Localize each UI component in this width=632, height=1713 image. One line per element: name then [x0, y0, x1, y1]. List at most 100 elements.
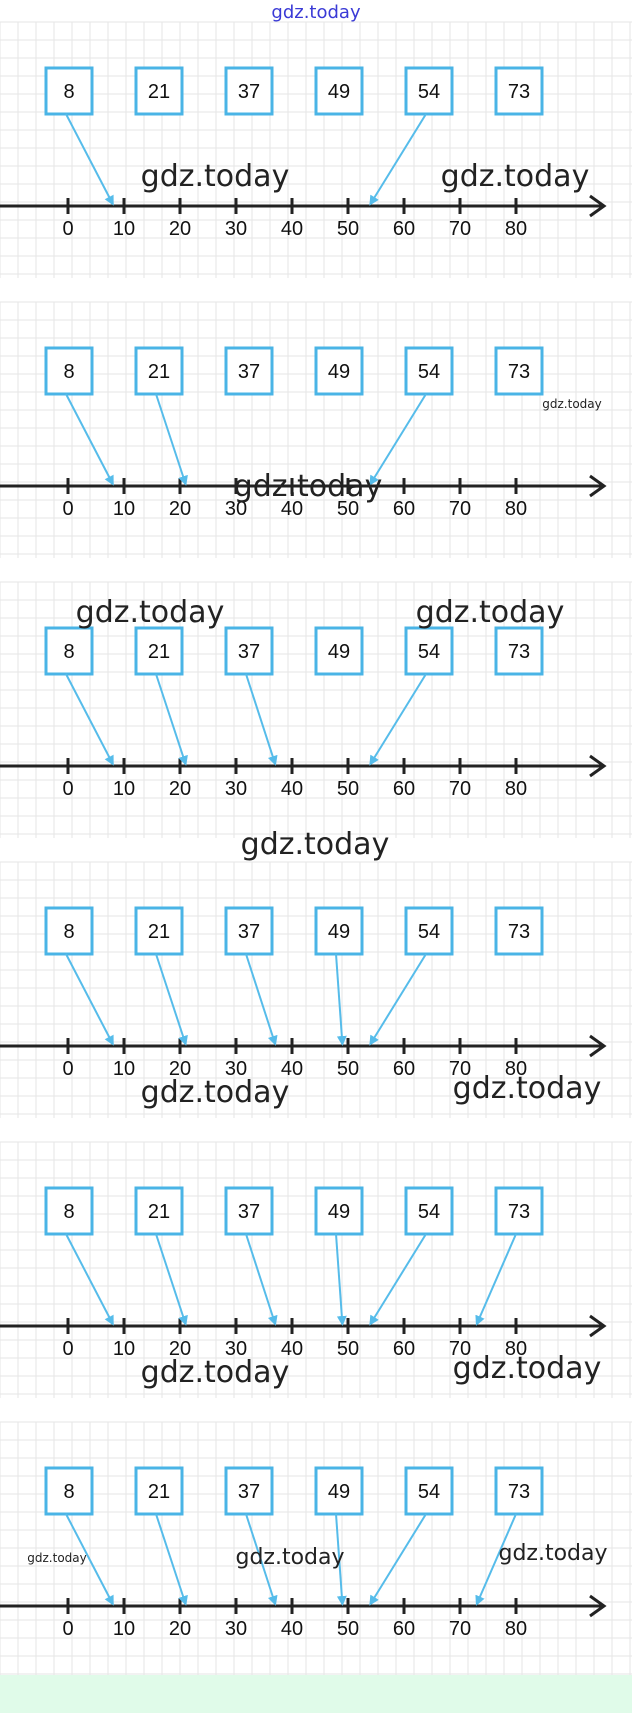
watermark-text: gdz.today	[241, 827, 390, 862]
number-box	[224, 346, 274, 396]
number-box	[314, 1186, 364, 1236]
connection-arrow	[155, 393, 188, 486]
connection-arrow	[369, 1233, 427, 1326]
number-box	[134, 1186, 184, 1236]
number-box	[314, 626, 364, 676]
number-box-label: 54	[418, 1481, 440, 1503]
axis-tick-label: 20	[169, 498, 191, 520]
connection-arrow	[335, 953, 347, 1046]
panel-6: 8 21 37 49 54 73 0 10 20 30 40 50 60 70 80 gdz.today gdz…	[0, 1421, 632, 1678]
number-box-label: 49	[328, 81, 350, 103]
axis-tick-label: 80	[505, 1338, 527, 1360]
number-box	[44, 66, 94, 116]
axis-tick-label: 40	[281, 1338, 303, 1360]
number-box-label: 21	[148, 361, 170, 383]
connection-arrow	[369, 393, 427, 486]
axis-tick-label: 60	[393, 218, 415, 240]
grid-background	[0, 861, 632, 1118]
number-box	[494, 1466, 544, 1516]
site-watermark-header: gdz.today	[271, 2, 361, 23]
number-box-label: 54	[418, 361, 440, 383]
number-box	[494, 66, 544, 116]
number-box	[224, 66, 274, 116]
number-box-label: 37	[238, 921, 260, 943]
axis-tick-label: 50	[337, 778, 359, 800]
panel-3: 8 21 37 49 54 73 0 10 20 30 40 50 60 70 80 gdz.today gdz…	[0, 581, 632, 862]
axis-tick-label: 70	[449, 1338, 471, 1360]
number-box-label: 73	[508, 641, 530, 663]
axis-tick-label: 20	[169, 1338, 191, 1360]
watermark-text: gdz.today	[141, 159, 290, 194]
axis-tick-label: 60	[393, 778, 415, 800]
connection-arrow	[245, 1233, 278, 1326]
connection-arrow	[369, 953, 427, 1046]
axis-tick-label: 80	[505, 778, 527, 800]
number-box	[134, 66, 184, 116]
number-box-label: 49	[328, 921, 350, 943]
number-box-label: 21	[148, 1481, 170, 1503]
axis-tick-label: 40	[281, 1618, 303, 1640]
number-box	[404, 346, 454, 396]
connection-arrow	[65, 953, 114, 1046]
axis-tick-label: 10	[113, 498, 135, 520]
connection-arrow	[65, 673, 114, 766]
number-box	[404, 1186, 454, 1236]
axis-tick-label: 0	[62, 1058, 73, 1080]
axis-tick-label: 80	[505, 218, 527, 240]
grid-background	[0, 21, 632, 278]
axis-tick-label: 80	[505, 1058, 527, 1080]
axis-tick-label: 30	[225, 1338, 247, 1360]
axis-tick-label: 30	[225, 498, 247, 520]
connection-arrow	[369, 1513, 427, 1606]
number-box	[404, 1466, 454, 1516]
number-box-label: 8	[63, 361, 74, 383]
number-line-arrow	[589, 1594, 607, 1618]
axis-tick-label: 60	[393, 498, 415, 520]
axis-tick-label: 70	[449, 1058, 471, 1080]
number-box	[44, 1186, 94, 1236]
number-box	[314, 906, 364, 956]
number-box	[44, 346, 94, 396]
connection-arrow	[65, 113, 114, 206]
number-line-arrow	[589, 1314, 607, 1338]
number-box-label: 54	[418, 81, 440, 103]
connection-arrow	[475, 1513, 517, 1606]
number-box	[224, 1186, 274, 1236]
connection-arrow	[369, 113, 427, 206]
number-box-label: 49	[328, 1201, 350, 1223]
connection-arrow	[369, 673, 427, 766]
number-box	[134, 626, 184, 676]
axis-tick-label: 10	[113, 778, 135, 800]
number-box-label: 73	[508, 81, 530, 103]
axis-tick-label: 30	[225, 778, 247, 800]
axis-tick-label: 50	[337, 1058, 359, 1080]
number-box	[134, 346, 184, 396]
number-line-arrow	[589, 474, 607, 498]
number-box-label: 8	[63, 81, 74, 103]
connection-arrow	[475, 1233, 517, 1326]
number-box-label: 8	[63, 641, 74, 663]
axis-tick-label: 70	[449, 778, 471, 800]
axis-tick-label: 50	[337, 218, 359, 240]
number-box-label: 37	[238, 641, 260, 663]
axis-tick-label: 20	[169, 778, 191, 800]
axis-tick-label: 60	[393, 1618, 415, 1640]
axis-tick-label: 20	[169, 218, 191, 240]
axis-tick-label: 10	[113, 1338, 135, 1360]
watermark-text: gdz.today	[141, 1075, 290, 1110]
connection-arrow	[65, 393, 114, 486]
watermark-text: gdz.today	[542, 397, 601, 411]
number-box-label: 73	[508, 361, 530, 383]
axis-tick-label: 10	[113, 1618, 135, 1640]
connection-arrow	[245, 953, 278, 1046]
axis-tick-label: 80	[505, 1618, 527, 1640]
axis-tick-label: 0	[62, 218, 73, 240]
number-box-label: 21	[148, 81, 170, 103]
axis-tick-label: 40	[281, 778, 303, 800]
watermark-text: gdz.today	[234, 469, 383, 504]
watermark-text: gdz.today	[235, 1545, 344, 1570]
number-box-label: 37	[238, 361, 260, 383]
